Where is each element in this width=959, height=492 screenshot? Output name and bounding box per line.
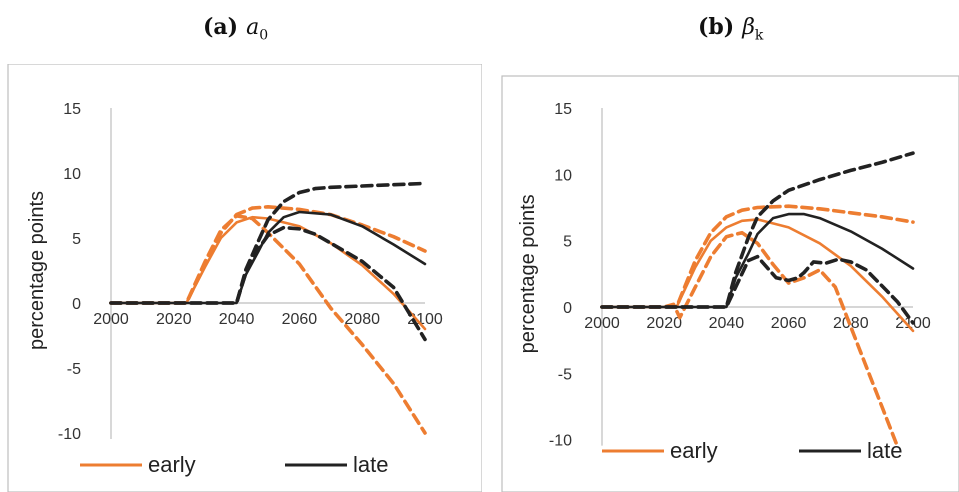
panel-a-title: (a) a0 [203,14,268,43]
panel-a-legend-label-early: early [148,452,196,477]
panel-a-y-tick-label: -10 [58,426,81,443]
panel-b-x-tick-label: 2000 [584,315,620,332]
panel-b-series-late-dashed-line [600,151,915,309]
panel-b-plot-frame [501,75,959,492]
panel-a-subscript: 0 [259,27,269,44]
panel-b-symbol: β [742,15,755,40]
panel-b-series-late-dashed-line [600,254,915,325]
panel-b-x-tick-label: 2040 [709,315,745,332]
panel-a-x-tick-label: 2060 [282,311,318,328]
panel-a-x-tick-label: 2000 [93,311,129,328]
panel-a-y-axis-title: percentage points [26,191,48,350]
panel-a-legend-label-late: late [353,452,388,477]
panel-b-legend-label-late: late [867,438,902,463]
panel-a-y-tick-label: 5 [72,231,81,248]
panel-a-x-tick-label: 2020 [156,311,192,328]
panel-b-title: (b) βk [698,14,763,43]
panel-a-y-tick-label: 10 [63,166,81,183]
panel-b-subscript: k [754,27,764,44]
panel-b-series-early-dashed-line [600,230,900,449]
panel-b-y-tick-label: -5 [558,366,572,383]
panel-b-y-tick-label: 10 [554,167,572,184]
panel-b-x-tick-label: 2060 [771,315,807,332]
panel-a-symbol: a [246,15,260,40]
panel-a-series-late-dashed-line [109,225,427,342]
panel-b-legend-label-early: early [670,438,718,463]
panel-b-y-tick-label: 0 [563,300,572,317]
panel-a-label: (a) [203,14,239,40]
panel-b-y-tick-label: -10 [549,433,572,450]
panel-b-x-tick-label: 2020 [646,315,682,332]
panel-a-y-tick-label: -5 [67,361,81,378]
panel-a-y-tick-label: 15 [63,101,81,118]
panel-b-y-axis-title: percentage points [517,194,539,353]
panel-a-x-tick-label: 2040 [219,311,255,328]
panel-b-label: (b) [698,14,735,40]
panel-a-x-tick-label: 2080 [344,311,380,328]
panel-b-y-tick-label: 5 [563,234,572,251]
panel-a-y-tick-label: 0 [72,296,81,313]
panel-b-y-tick-label: 15 [554,101,572,118]
